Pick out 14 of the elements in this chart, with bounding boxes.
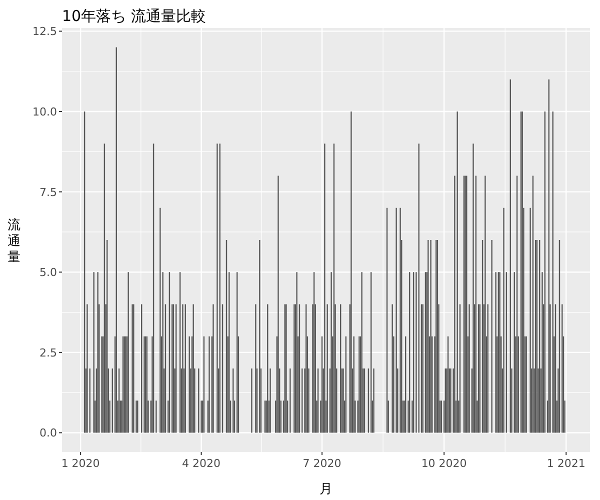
y-tick-label: 12.5 bbox=[32, 25, 57, 38]
y-tick-label: 0.0 bbox=[40, 426, 57, 440]
x-tick-label: 1 2020 bbox=[61, 457, 100, 470]
y-tick-label: 10.0 bbox=[32, 106, 57, 119]
x-tick-label: 7 2020 bbox=[302, 457, 342, 470]
chart-title: 10年落ち 流通量比較 bbox=[62, 7, 206, 25]
x-tick-label: 1 2021 bbox=[546, 457, 586, 470]
x-tick-label: 4 2020 bbox=[182, 457, 221, 470]
y-tick-label: 7.5 bbox=[40, 186, 57, 199]
x-axis-title: 月 bbox=[320, 482, 332, 497]
y-tick-label: 2.5 bbox=[40, 346, 57, 360]
x-tick-label: 10 2020 bbox=[421, 457, 467, 470]
y-axis-title: 流通量 bbox=[8, 217, 20, 265]
y-tick-label: 5.0 bbox=[40, 266, 57, 280]
